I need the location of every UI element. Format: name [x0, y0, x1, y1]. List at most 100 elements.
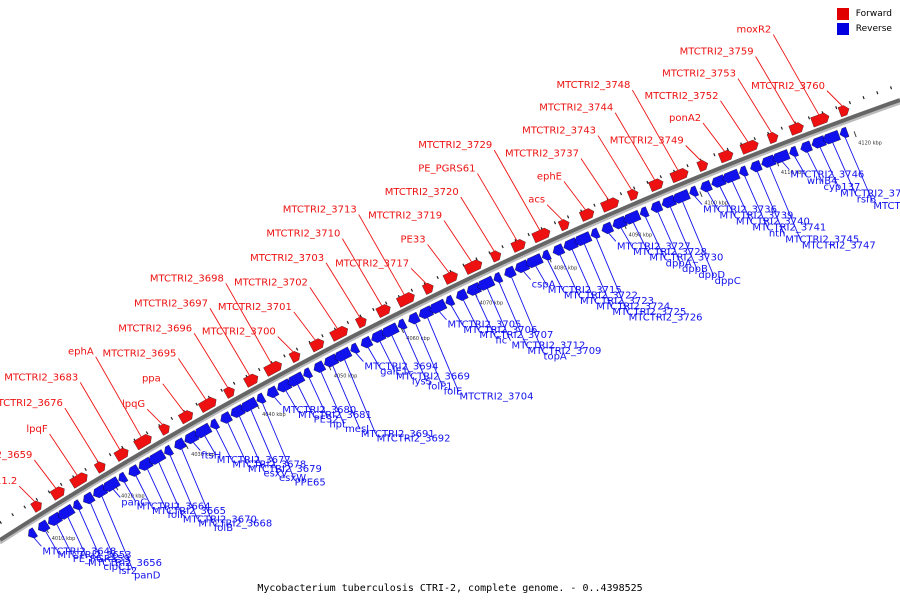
forward-gene-block — [288, 351, 301, 364]
forward-gene-block — [243, 373, 259, 388]
reverse-gene-block — [750, 160, 763, 173]
reverse-gene-leader — [694, 196, 703, 205]
reverse-gene-leader — [427, 317, 459, 392]
reverse-gene-block — [552, 243, 566, 256]
forward-gene-block — [375, 304, 391, 319]
reverse-gene-leader — [669, 206, 698, 271]
reverse-gene-label-mtctri2-3756: MTCTRI2_3756 — [840, 188, 900, 199]
minor-mark — [346, 320, 350, 325]
reverse-gene-label-mtctri2-3746: MTCTRI2_3746 — [790, 170, 864, 181]
minor-mark — [646, 180, 649, 184]
reverse-gene-leader — [250, 409, 279, 474]
minor-mark — [686, 164, 689, 168]
reverse-gene-leader — [158, 462, 183, 515]
reverse-gene-leader — [596, 238, 629, 313]
reverse-gene-label-mtctri2-3724: MTCTRI2_3724 — [596, 301, 670, 312]
reverse-gene-label-mtctri2-3677: MTCTRI2_3677 — [217, 455, 291, 466]
forward-gene-label-epha: ephA — [68, 347, 94, 358]
forward-gene-label-mtctri2-3749: MTCTRI2_3749 — [610, 136, 684, 147]
reverse-gene-label-lyss: lysS — [412, 376, 432, 387]
reverse-gene-leader — [535, 265, 548, 286]
reverse-gene-label-fole: folE — [444, 387, 463, 398]
reverse-gene-leader — [112, 489, 121, 498]
forward-gene-leader — [737, 78, 773, 134]
forward-gene-leader — [563, 181, 587, 211]
forward-gene-label-pe33: PE33 — [400, 234, 425, 245]
reverse-gene-block — [800, 140, 813, 153]
minor-mark — [835, 106, 838, 110]
forward-gene-label-mtctri2-3659: MTCTRI2_3659 — [0, 450, 32, 461]
forward-gene-leader — [702, 122, 726, 153]
minor-mark — [876, 91, 879, 95]
forward-gene-label-mtctri2-3703: MTCTRI2_3703 — [250, 253, 324, 264]
forward-gene-leader — [460, 196, 496, 253]
forward-gene-block — [421, 282, 434, 295]
reverse-gene-leader — [620, 227, 633, 248]
forward-gene-block — [395, 292, 415, 308]
reverse-gene-leader — [90, 503, 119, 567]
forward-gene-block — [463, 259, 483, 275]
reverse-gene-leader — [807, 151, 823, 183]
reverse-gene-leader — [657, 211, 682, 265]
minor-mark — [807, 116, 811, 120]
reverse-gene-leader — [344, 359, 376, 434]
reverse-gene-label-mesj: mesJ — [345, 424, 369, 435]
forward-gene-leader — [79, 382, 121, 451]
minor-mark — [0, 520, 2, 524]
minor-mark — [384, 301, 388, 305]
forward-gene-leader — [597, 135, 633, 191]
reverse-gene-leader — [707, 191, 719, 211]
reverse-gene-label-mtctri2-3728: MTCTRI2_3728 — [633, 247, 707, 258]
reverse-gene-leader — [819, 147, 840, 189]
reverse-gene-leader — [403, 329, 428, 382]
forward-gene-leader — [277, 336, 295, 353]
minor-mark — [220, 388, 223, 392]
minor-mark — [283, 354, 286, 358]
reverse-gene-label-mtctri2-3670: MTCTRI2_3670 — [183, 514, 257, 525]
forward-gene-label-mtctri2-3713: MTCTRI2_3713 — [283, 204, 357, 215]
forward-gene-label-acs: acs — [528, 195, 545, 206]
reverse-gene-label-mtctri2-3669: MTCTRI2_3669 — [396, 371, 470, 382]
reverse-gene-label-mtctri2-3653: MTCTRI2_3653 — [58, 550, 132, 561]
reverse-gene-block — [839, 126, 850, 139]
reverse-gene-label-mtctri2-3727: MTCTRI2_3727 — [617, 241, 691, 252]
forward-gene-leader — [427, 244, 450, 274]
reverse-gene-block — [164, 444, 174, 456]
reverse-gene-label-dppa: dppA — [666, 258, 692, 269]
forward-gene-block — [69, 472, 88, 489]
minor-mark — [659, 175, 662, 179]
scale-tick-label: 4050 kbp — [334, 374, 358, 380]
scale-tick-label: 4030 kbp — [191, 452, 215, 458]
minor-mark — [170, 416, 174, 421]
reverse-gene-leader — [239, 416, 263, 469]
reverse-gene-label-mtctri2-3747: MTCTRI2_3747 — [802, 241, 876, 252]
reverse-gene-block — [256, 392, 267, 404]
forward-gene-leader — [146, 408, 164, 426]
forward-gene-block — [263, 360, 282, 377]
forward-gene-label-mtctri2-3701: MTCTRI2_3701 — [218, 302, 292, 313]
reverse-gene-block — [194, 422, 213, 439]
reverse-gene-block — [456, 288, 469, 301]
legend-reverse: Reverse — [836, 21, 892, 36]
forward-gene-label-ppa: ppa — [142, 374, 161, 385]
reverse-gene-block — [83, 491, 96, 505]
forward-gene-label-mtctri2-3752: MTCTRI2_3752 — [645, 91, 719, 102]
forward-gene-block — [49, 486, 65, 501]
reverse-gene-label-dppb: dppB — [682, 264, 708, 275]
reverse-gene-label-folp1: folP1 — [428, 381, 453, 392]
reverse-gene-leader — [782, 161, 790, 171]
reverse-gene-leader — [78, 509, 103, 563]
reverse-gene-leader — [511, 277, 543, 352]
reverse-gene-label-mtctri2-3706: MTCTRI2_3706 — [463, 325, 537, 336]
forward-gene-label-lpqf: lpqF — [26, 424, 47, 435]
reverse-gene-block — [700, 180, 713, 193]
forward-gene-label-mtctri2-3710: MTCTRI2_3710 — [266, 229, 340, 240]
forward-gene-leader — [493, 149, 541, 232]
forward-gene-label-mtctri2-3748: MTCTRI2_3748 — [556, 80, 630, 91]
minor-mark — [553, 221, 557, 225]
reverse-gene-label-mtctri2-3679: MTCTRI2_3679 — [248, 464, 322, 475]
forward-gene-block — [133, 434, 152, 451]
reverse-gene-label-mtctri2-3694: MTCTRI2_3694 — [364, 362, 438, 373]
minor-mark — [527, 233, 530, 237]
reverse-gene-label-rsfb: rsfB — [857, 195, 877, 206]
